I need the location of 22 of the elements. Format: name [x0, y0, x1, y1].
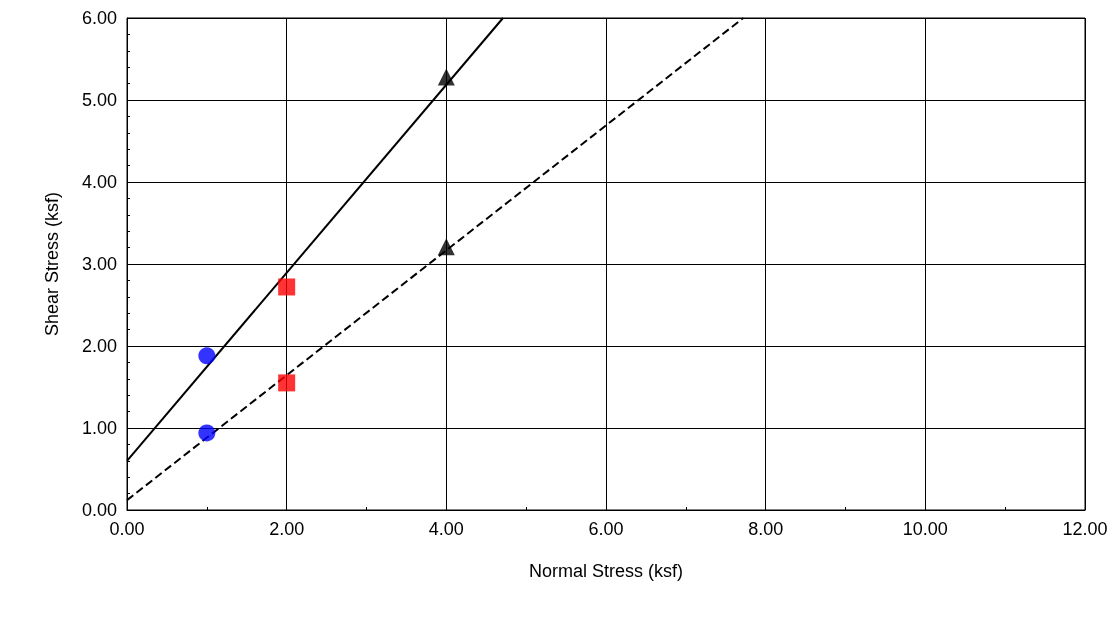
y-tick-label: 2.00: [81, 336, 117, 356]
y-tick-label: 3.00: [81, 254, 117, 274]
x-tick-label: 12.00: [1062, 519, 1108, 539]
point: [198, 347, 216, 365]
x-tick-label: 10.00: [902, 519, 948, 539]
y-tick-label: 5.00: [81, 90, 117, 110]
x-tick-label: 2.00: [269, 519, 305, 539]
x-tick-label: 4.00: [428, 519, 464, 539]
y-tick-label: 6.00: [81, 8, 117, 28]
point: [278, 278, 296, 296]
x-tick-label: 6.00: [588, 519, 624, 539]
point: [437, 68, 455, 86]
point: [198, 424, 216, 442]
y-tick-label: 4.00: [81, 172, 117, 192]
y-tick-label: 0.00: [81, 500, 117, 520]
x-tick-label: 8.00: [748, 519, 784, 539]
y-axis-title: Shear Stress (ksf): [42, 191, 62, 337]
point: [278, 374, 296, 392]
x-axis-title: Normal Stress (ksf): [528, 561, 684, 581]
x-tick-label: 0.00: [109, 519, 145, 539]
point: [437, 238, 455, 256]
y-tick-label: 1.00: [81, 418, 117, 438]
